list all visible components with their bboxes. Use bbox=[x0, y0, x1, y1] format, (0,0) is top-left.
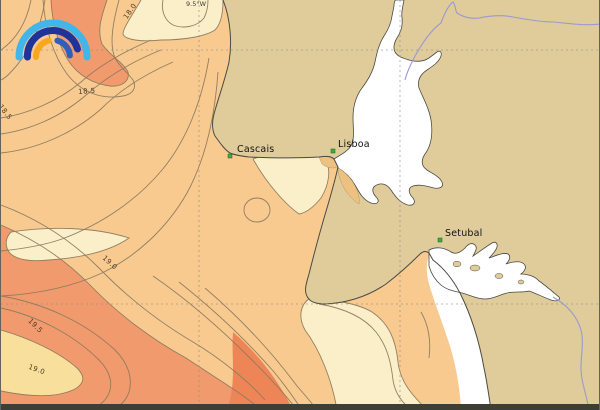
logo-arc-outer bbox=[15, 19, 91, 61]
cool-water-regions bbox=[1, 0, 427, 410]
warm-band-north bbox=[51, 0, 129, 87]
rivers bbox=[404, 1, 599, 410]
marker-lisboa[interactable] bbox=[330, 148, 336, 154]
sado-estuary bbox=[428, 241, 560, 302]
ipma-logo bbox=[15, 19, 91, 61]
map-frame-bottom bbox=[1, 404, 599, 410]
sado-river bbox=[552, 296, 590, 410]
cool-blob-north bbox=[123, 0, 223, 41]
marker-cascais[interactable] bbox=[227, 153, 233, 159]
shallows-south-bank bbox=[337, 167, 360, 205]
pale-yellow-wedge bbox=[1, 330, 83, 396]
logo-arc-inner-left bbox=[33, 37, 52, 60]
cool-wedge-tagus-mouth bbox=[253, 151, 329, 214]
sado-islands bbox=[452, 260, 525, 285]
logo-arc-inner-right bbox=[54, 37, 73, 59]
cool-patch-west bbox=[6, 228, 129, 261]
cool-tongue-south bbox=[300, 298, 427, 410]
logo-arc-second bbox=[23, 27, 81, 61]
tagus-estuary bbox=[333, 0, 443, 206]
coastal-nodata-strip bbox=[426, 253, 491, 410]
tagus-river bbox=[404, 1, 599, 81]
city-markers bbox=[227, 148, 443, 243]
land-mass bbox=[212, 0, 599, 410]
marker-setubal[interactable] bbox=[437, 237, 443, 243]
coastline bbox=[212, 0, 492, 410]
